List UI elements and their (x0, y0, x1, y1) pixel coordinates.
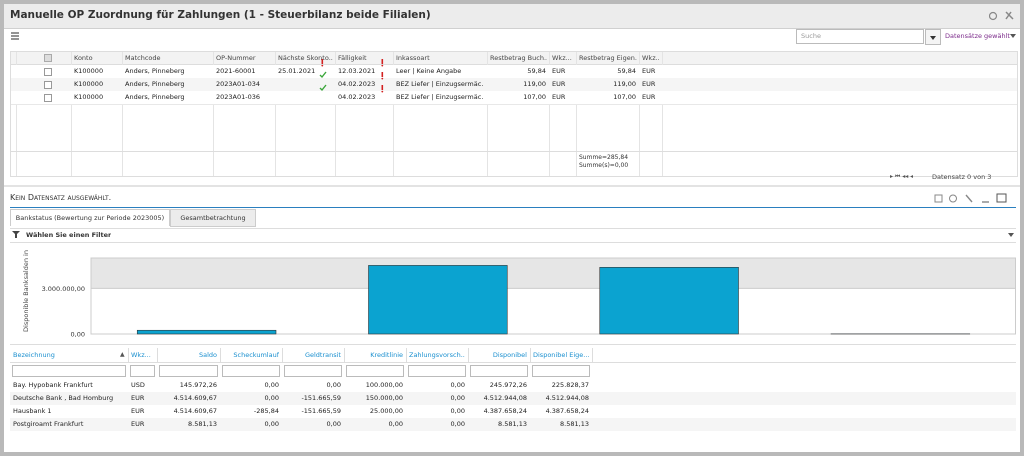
column-filter[interactable] (346, 365, 404, 377)
column-header[interactable]: Kreditlinie (347, 349, 403, 361)
cell: 145.972,26 (160, 379, 217, 392)
cell: Hausbank 1 (13, 405, 125, 418)
cell: 4.512.944,08 (533, 392, 589, 405)
cell: 0,00 (409, 392, 465, 405)
column-filter[interactable] (159, 365, 218, 377)
cell: 0,00 (409, 418, 465, 431)
column-filter[interactable] (470, 365, 528, 377)
cell: 0,00 (223, 418, 279, 431)
column-header[interactable]: Wkz... (131, 349, 154, 361)
cell: 4.514.609,67 (160, 405, 217, 418)
pager-controls[interactable]: ▸ ⏮ ◂◂ ◂ (890, 172, 913, 182)
cell: 100.000,00 (347, 379, 403, 392)
column-filter[interactable] (222, 365, 280, 377)
pager: Datensatz 0 von 3 (932, 172, 991, 182)
cell: Deutsche Bank , Bad Homburg (13, 392, 125, 405)
column-filter[interactable] (408, 365, 466, 377)
cell: EUR (131, 418, 154, 431)
column-separator (592, 348, 593, 362)
column-separator (468, 348, 469, 362)
footer-row (11, 151, 1017, 152)
y-axis-label: Disponible Banksalden in (22, 250, 30, 332)
cell: 4.387.658,24 (471, 405, 527, 418)
cell: USD (131, 379, 154, 392)
cell: 4.514.609,67 (160, 392, 217, 405)
cell: 8.581,13 (533, 418, 589, 431)
chart: Disponible Banksalden in 0,00 3.000.000,0… (10, 243, 1016, 343)
cell: -151.665,59 (285, 392, 341, 405)
tab[interactable]: Gesamtbetrachtung (170, 209, 256, 227)
column-filter[interactable] (12, 365, 126, 377)
cell: 4.512.944,08 (471, 392, 527, 405)
filter-label[interactable]: Wählen Sie einen Filter (26, 229, 111, 241)
cell: 225.828,37 (533, 379, 589, 392)
column-filter[interactable] (130, 365, 155, 377)
cell: 8.581,13 (471, 418, 527, 431)
column-header[interactable]: Scheckumlauf (223, 349, 279, 361)
sum-line: Summe(s)=0,00 (579, 162, 628, 170)
column-separator (220, 348, 221, 362)
cell: -285,84 (223, 405, 279, 418)
column-header[interactable]: Disponibel (471, 349, 527, 361)
cell: -151.665,59 (285, 405, 341, 418)
sum-line: Summe=285,84 (579, 154, 628, 162)
column-header[interactable]: Saldo (160, 349, 217, 361)
cell: EUR (131, 405, 154, 418)
cell: EUR (131, 392, 154, 405)
splitter[interactable] (4, 185, 1020, 187)
column-separator (157, 348, 158, 362)
cell: 0,00 (223, 392, 279, 405)
row-icons (4, 4, 1020, 114)
cell: 0,00 (223, 379, 279, 392)
sort-icon: ▲ (120, 349, 125, 361)
cell: 0,00 (409, 405, 465, 418)
bar (600, 267, 739, 334)
cell: 25.000,00 (347, 405, 403, 418)
cell: 245.972,26 (471, 379, 527, 392)
column-filter[interactable] (284, 365, 342, 377)
column-separator (344, 348, 345, 362)
panel-icons[interactable] (934, 193, 1016, 204)
bank-grid: Bezeichnung Wkz... Saldo Scheckumlauf Geldtr… (10, 344, 1016, 449)
column-header[interactable]: Geldtransit (285, 349, 341, 361)
column-separator (406, 348, 407, 362)
cell: 0,00 (409, 379, 465, 392)
bar (369, 265, 508, 334)
cell: 150.000,00 (347, 392, 403, 405)
y-tick-label: 3.000.000,00 (42, 285, 85, 293)
cell: 4.387.658,24 (533, 405, 589, 418)
column-header[interactable]: Disponibel Eige... (533, 349, 589, 361)
filter-bar (10, 228, 1016, 243)
filter-arrow (1007, 232, 1015, 238)
cell: Postgiroamt Frankfurt (13, 418, 125, 431)
bar (137, 330, 276, 334)
window: Manuelle OP Zuordnung für Zahlungen (1 -… (4, 4, 1020, 452)
cell: 0,00 (285, 379, 341, 392)
column-separator (530, 348, 531, 362)
plot-band (91, 258, 1016, 288)
tab-line (10, 207, 1016, 208)
cell: Bay. Hypobank Frankfurt (13, 379, 125, 392)
tab-active[interactable]: Bankstatus (Bewertung zur Periode 202300… (10, 209, 170, 226)
y-tick-label: 0,00 (71, 331, 85, 339)
column-header[interactable]: Bezeichnung (13, 349, 125, 361)
cell: 0,00 (347, 418, 403, 431)
status-text: Kein Datensatz ausgewählt. (10, 193, 111, 203)
cell: 0,00 (285, 418, 341, 431)
column-filter[interactable] (532, 365, 590, 377)
column-separator (282, 348, 283, 362)
cell: 8.581,13 (160, 418, 217, 431)
column-separator (128, 348, 129, 362)
filter-icon[interactable] (12, 230, 20, 239)
column-header[interactable]: Zahlungsvorsch... (409, 349, 465, 361)
